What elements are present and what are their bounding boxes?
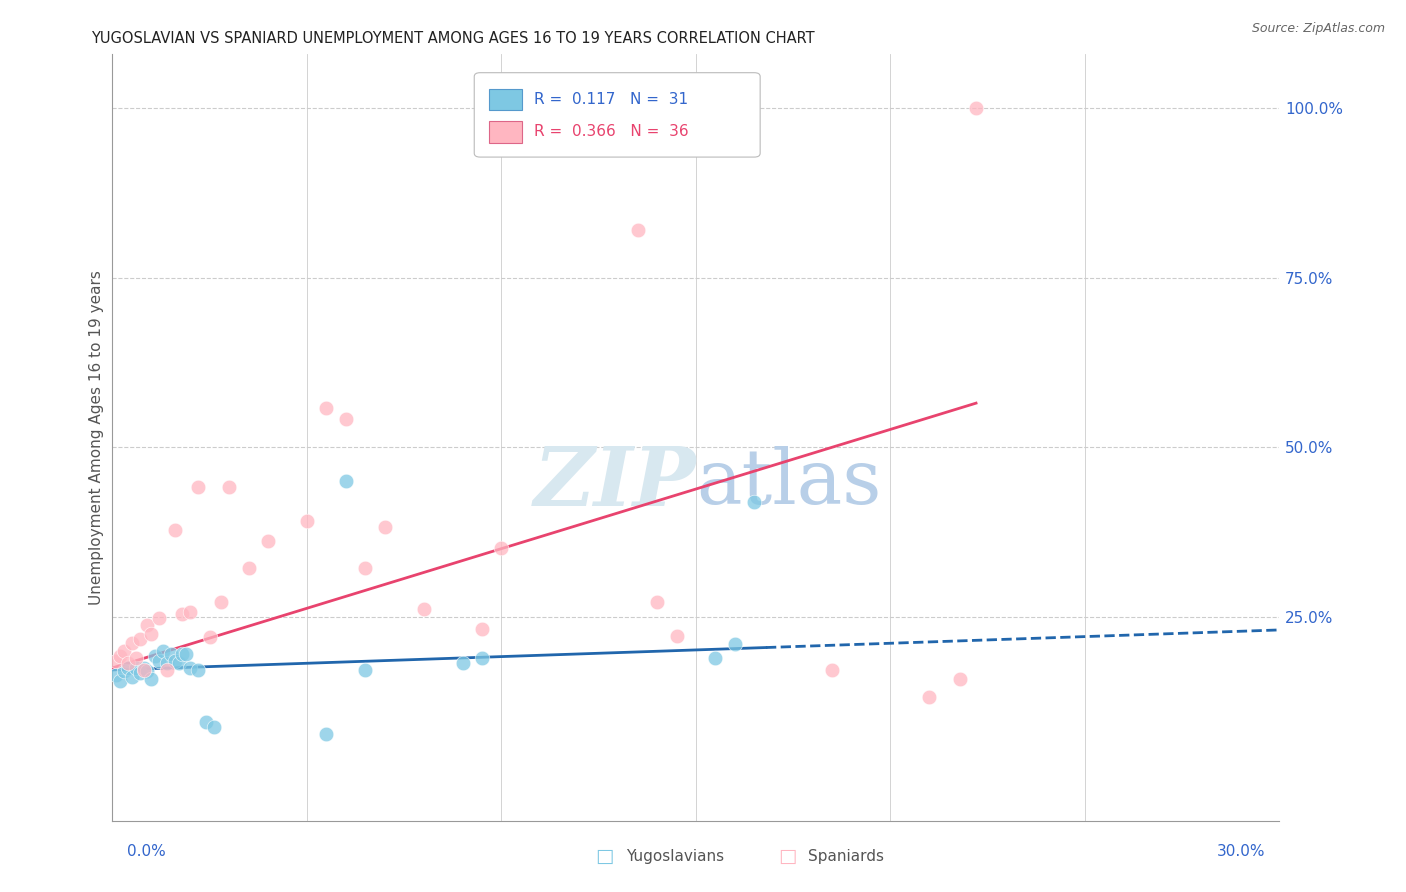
Point — [179, 605, 201, 619]
Point — [257, 533, 280, 548]
Point — [918, 690, 941, 704]
Point — [744, 494, 766, 508]
Point — [117, 661, 139, 675]
Point — [136, 618, 159, 632]
Point — [125, 661, 148, 675]
Point — [187, 480, 209, 494]
Point — [112, 644, 135, 658]
Point — [315, 727, 337, 741]
Point — [141, 627, 163, 641]
Bar — [489, 89, 522, 111]
Point — [315, 401, 337, 415]
Point — [125, 650, 148, 665]
Point — [354, 663, 377, 677]
Text: ZIP: ZIP — [533, 443, 696, 523]
Point — [665, 629, 688, 643]
Point — [724, 637, 747, 651]
Point — [821, 663, 844, 677]
Point — [374, 520, 396, 534]
Point — [117, 656, 139, 670]
Text: YUGOSLAVIAN VS SPANIARD UNEMPLOYMENT AMONG AGES 16 TO 19 YEARS CORRELATION CHART: YUGOSLAVIAN VS SPANIARD UNEMPLOYMENT AMO… — [91, 31, 815, 46]
Point — [163, 654, 186, 668]
Text: 0.0%: 0.0% — [127, 845, 166, 859]
Text: Spaniards: Spaniards — [808, 849, 884, 863]
Point — [704, 650, 727, 665]
Point — [156, 663, 179, 677]
Point — [627, 223, 650, 237]
Point — [110, 674, 132, 689]
Point — [136, 665, 159, 679]
Point — [491, 541, 513, 555]
Point — [187, 663, 209, 677]
Point — [105, 667, 128, 681]
Point — [209, 595, 232, 609]
Point — [160, 648, 183, 662]
Point — [335, 411, 357, 425]
Point — [295, 514, 318, 528]
Bar — [489, 121, 522, 143]
Point — [148, 654, 170, 668]
Point — [148, 611, 170, 625]
Point — [412, 602, 434, 616]
Point — [202, 720, 225, 734]
Point — [121, 670, 143, 684]
Y-axis label: Unemployment Among Ages 16 to 19 years: Unemployment Among Ages 16 to 19 years — [89, 269, 104, 605]
Point — [132, 661, 155, 675]
Point — [141, 673, 163, 687]
Point — [949, 673, 972, 687]
Point — [110, 649, 132, 664]
Text: atlas: atlas — [696, 446, 882, 520]
Point — [965, 101, 987, 115]
FancyBboxPatch shape — [474, 73, 761, 157]
Point — [179, 661, 201, 675]
Point — [176, 648, 198, 662]
Point — [156, 656, 179, 670]
Point — [167, 656, 190, 670]
Point — [143, 649, 166, 664]
Point — [218, 480, 240, 494]
Point — [471, 650, 494, 665]
Point — [172, 607, 194, 621]
Point — [128, 665, 150, 680]
Point — [163, 523, 186, 537]
Point — [132, 663, 155, 677]
Point — [152, 644, 174, 658]
Point — [451, 656, 474, 670]
Text: Yugoslavians: Yugoslavians — [626, 849, 724, 863]
Point — [198, 631, 221, 645]
Text: Source: ZipAtlas.com: Source: ZipAtlas.com — [1251, 22, 1385, 36]
Point — [471, 622, 494, 636]
Point — [121, 636, 143, 650]
Point — [172, 648, 194, 662]
Point — [645, 595, 668, 609]
Point — [238, 561, 260, 575]
Text: □: □ — [595, 847, 614, 866]
Point — [194, 715, 217, 730]
Point — [112, 665, 135, 679]
Text: R =  0.366   N =  36: R = 0.366 N = 36 — [534, 124, 689, 139]
Point — [105, 654, 128, 668]
Point — [354, 561, 377, 575]
Point — [335, 474, 357, 488]
Text: □: □ — [778, 847, 797, 866]
Text: 30.0%: 30.0% — [1218, 845, 1265, 859]
Point — [128, 632, 150, 646]
Text: R =  0.117   N =  31: R = 0.117 N = 31 — [534, 92, 688, 107]
